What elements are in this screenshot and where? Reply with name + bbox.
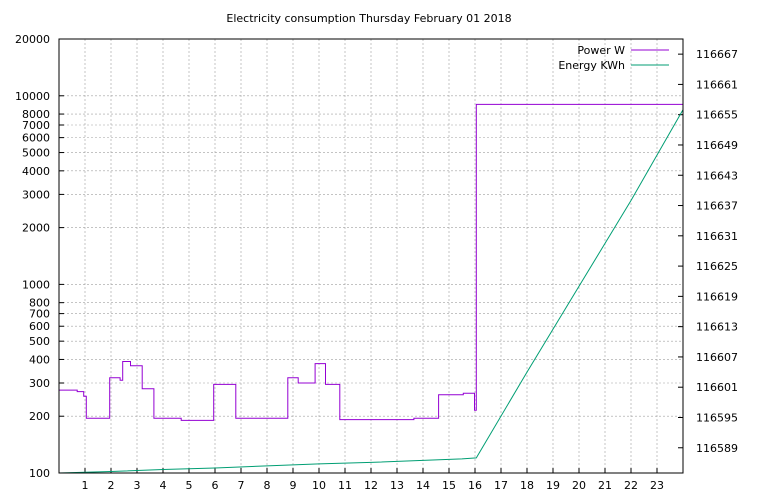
y2-tick-label: 116601 xyxy=(696,381,738,394)
y-tick-label: 500 xyxy=(29,335,50,348)
y2-tick-label: 116643 xyxy=(696,169,738,182)
x-tick-label: 4 xyxy=(160,479,167,492)
y2-tick-label: 116661 xyxy=(696,78,738,91)
x-tick-label: 5 xyxy=(186,479,193,492)
y2-tick-label: 116637 xyxy=(696,200,738,213)
y-tick-label: 1000 xyxy=(22,278,50,291)
y2-tick-label: 116649 xyxy=(696,139,738,152)
y2-tick-label: 116619 xyxy=(696,290,738,303)
x-tick-label: 10 xyxy=(312,479,326,492)
y-tick-label: 400 xyxy=(29,353,50,366)
x-tick-label: 21 xyxy=(598,479,612,492)
x-tick-label: 2 xyxy=(108,479,115,492)
y-tick-label: 10000 xyxy=(15,90,50,103)
y-tick-label: 600 xyxy=(29,320,50,333)
x-tick-label: 20 xyxy=(572,479,586,492)
x-axis-ticks: 1 2 3 4 5 6 7 8 9 10 11 12 13 14 15 16 17 18 19 20 21 22 23 xyxy=(82,468,664,492)
y-tick-label: 6000 xyxy=(22,132,50,145)
plot-frame xyxy=(58,38,684,474)
x-tick-label: 3 xyxy=(134,479,141,492)
x-tick-label: 7 xyxy=(238,479,245,492)
y-tick-label: 2000 xyxy=(22,222,50,235)
y2-tick-label: 116589 xyxy=(696,442,738,455)
y-tick-label: 4000 xyxy=(22,165,50,178)
series-lines xyxy=(58,103,684,474)
x-tick-label: 9 xyxy=(290,479,297,492)
y-tick-label: 7000 xyxy=(22,119,50,132)
x-tick-label: 15 xyxy=(442,479,456,492)
y2-tick-label: 116667 xyxy=(696,48,738,61)
x-tick-label: 17 xyxy=(494,479,508,492)
x-tick-label: 8 xyxy=(264,479,271,492)
y2-tick-label: 116595 xyxy=(696,411,738,424)
x-tick-label: 18 xyxy=(520,479,534,492)
y2-axis-ticks: 116589 116595 116601 116607 116613 116619 1166… xyxy=(678,48,738,455)
y2-tick-label: 116625 xyxy=(696,260,738,273)
x-tick-label: 19 xyxy=(546,479,560,492)
x-tick-label: 6 xyxy=(212,479,219,492)
y-tick-label: 100 xyxy=(29,467,50,480)
x-tick-label: 22 xyxy=(624,479,638,492)
y-tick-label: 5000 xyxy=(22,147,50,160)
y-tick-label: 800 xyxy=(29,297,50,310)
chart-title: Electricity consumption Thursday Februar… xyxy=(226,12,511,25)
gridlines xyxy=(59,39,683,473)
y-tick-label: 200 xyxy=(29,410,50,423)
series-line-power-w xyxy=(59,103,683,421)
y-tick-label: 3000 xyxy=(22,188,50,201)
x-tick-label: 12 xyxy=(364,479,378,492)
y2-tick-label: 116613 xyxy=(696,321,738,334)
x-tick-label: 16 xyxy=(468,479,482,492)
legend: Power W Energy KWh xyxy=(558,44,669,72)
y-tick-label: 700 xyxy=(29,308,50,321)
y2-tick-label: 116655 xyxy=(696,109,738,122)
y-tick-label: 8000 xyxy=(22,108,50,121)
y2-tick-label: 116607 xyxy=(696,351,738,364)
x-tick-label: 23 xyxy=(650,479,664,492)
legend-label: Power W xyxy=(577,44,625,57)
y-tick-label: 300 xyxy=(29,377,50,390)
legend-label: Energy KWh xyxy=(558,59,625,72)
x-tick-label: 11 xyxy=(338,479,352,492)
x-tick-label: 1 xyxy=(82,479,89,492)
series-line-energy-kwh xyxy=(58,109,684,474)
x-tick-label: 13 xyxy=(390,479,404,492)
y-tick-label: 20000 xyxy=(15,33,50,46)
x-tick-label: 14 xyxy=(416,479,430,492)
y2-tick-label: 116631 xyxy=(696,230,738,243)
